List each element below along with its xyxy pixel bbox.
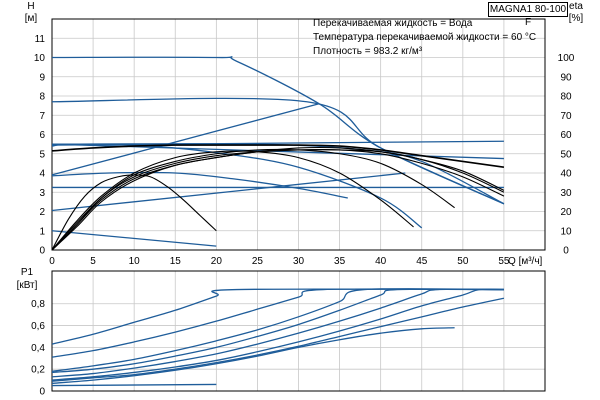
y-tick-label: 0,8 — [31, 299, 45, 310]
head-curve — [51, 171, 348, 199]
eta-tick-label: 40 — [560, 169, 572, 180]
efficiency-curve — [51, 150, 414, 251]
y-axis-unit: [м] — [25, 13, 38, 24]
x-tick-label: 10 — [129, 256, 141, 267]
power-curve — [51, 288, 504, 373]
x-tick-label: 40 — [375, 256, 387, 267]
x-tick-label: 35 — [334, 256, 346, 267]
power-curve — [51, 288, 504, 358]
y-tick-label: 0 — [39, 246, 45, 257]
efficiency-curve — [51, 148, 505, 251]
efficiency-curve — [51, 146, 505, 251]
y-tick-label: 11 — [35, 34, 46, 45]
y-tick-label: 6 — [39, 130, 45, 141]
model-label: MAGNA1 80-100 F — [488, 2, 568, 28]
x-axis-title: Q [м³/ч] — [508, 256, 543, 267]
x-tick-label: 45 — [416, 256, 428, 267]
y-axis-title: H — [27, 1, 34, 12]
eta-axis-title: eta — [569, 1, 583, 12]
x-tick-label: 25 — [252, 256, 264, 267]
power-curve — [51, 288, 504, 381]
y-tick-label: 1 — [39, 226, 45, 237]
eta-tick-label: 100 — [558, 53, 575, 64]
y-tick-label: 0,6 — [31, 321, 45, 332]
y-tick-label: 0 — [39, 387, 45, 398]
x-tick-label: 30 — [293, 256, 305, 267]
head-curve — [51, 103, 320, 176]
y-tick-label: 2 — [39, 207, 45, 218]
y-axis-title: P1 — [21, 267, 34, 278]
efficiency-curve — [51, 149, 505, 251]
fluid-info-line: Перекачиваемая жидкость = Вода — [313, 18, 473, 29]
efficiency-curve — [51, 148, 455, 251]
eta-tick-label: 90 — [560, 72, 572, 83]
eta-tick-label: 10 — [560, 226, 572, 237]
y-tick-label: 10 — [34, 53, 46, 64]
fluid-info: Перекачиваемая жидкость = Вода Температу… — [313, 17, 573, 59]
eta-tick-label: 60 — [560, 130, 572, 141]
eta-tick-label: 0 — [563, 246, 569, 257]
fluid-info-line: Температура перекачиваемой жидкости = 60… — [313, 32, 537, 43]
y-tick-label: 9 — [39, 72, 45, 83]
x-tick-label: 15 — [170, 256, 182, 267]
eta-tick-label: 20 — [560, 207, 572, 218]
head-curve — [51, 230, 217, 247]
x-tick-label: 5 — [90, 256, 96, 267]
y-tick-label: 7 — [39, 111, 45, 122]
power-chart: 0 0,2 0,4 0,6 0,8 P1 [кВт] — [17, 267, 546, 398]
y-tick-label: 3 — [39, 188, 45, 199]
y-tick-label: 0,2 — [31, 365, 45, 376]
y-axis-unit: [кВт] — [17, 280, 38, 291]
power-curve — [51, 288, 504, 378]
power-curve — [51, 288, 504, 374]
fluid-info-line: Плотность = 983.2 кг/м³ — [313, 46, 423, 57]
x-tick-label: 55 — [498, 256, 510, 267]
eta-tick-label: 70 — [560, 111, 572, 122]
eta-tick-label: 30 — [560, 188, 572, 199]
x-tick-label: 0 — [49, 256, 55, 267]
head-curve — [51, 97, 505, 205]
y-tick-label: 4 — [39, 169, 45, 180]
power-curve — [51, 288, 504, 345]
eta-axis-unit: [%] — [569, 13, 584, 24]
x-tick-label: 50 — [457, 256, 469, 267]
plot-frame — [51, 18, 546, 251]
head-curve — [51, 144, 505, 169]
power-curve — [51, 327, 455, 385]
head-curve — [51, 143, 423, 229]
x-tick-label: 20 — [211, 256, 223, 267]
head-curve — [51, 172, 406, 212]
eta-tick-label: 50 — [560, 149, 572, 160]
plot-frame — [51, 270, 546, 392]
y-tick-label: 0,4 — [31, 343, 45, 354]
y-tick-label: 5 — [39, 149, 45, 160]
power-curve — [51, 383, 217, 387]
head-curve — [51, 140, 504, 146]
power-curve — [51, 297, 505, 382]
y-tick-label: 8 — [39, 92, 45, 103]
eta-tick-label: 80 — [560, 92, 572, 103]
